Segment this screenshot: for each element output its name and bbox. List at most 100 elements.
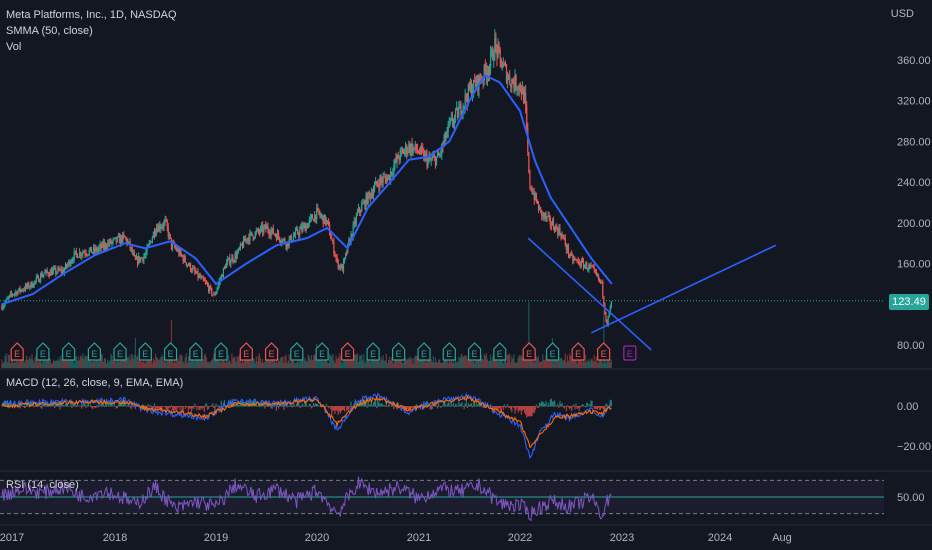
candle-body [56, 272, 58, 274]
volume-bar [538, 362, 541, 368]
volume-bar [51, 362, 54, 368]
candle-body [275, 235, 278, 240]
earnings-marker: E [189, 342, 203, 361]
macd-histogram-bar [332, 406, 334, 411]
macd-histogram-bar [114, 405, 116, 407]
earnings-label: E [117, 349, 123, 359]
macd-histogram-bar [407, 406, 409, 409]
candle-body [582, 261, 585, 268]
volume-bar [471, 361, 474, 368]
volume-bar [235, 361, 237, 368]
macd-histogram-bar [107, 405, 109, 407]
macd-histogram-bar [97, 406, 99, 408]
macd-histogram-bar [90, 406, 93, 408]
macd-histogram-bar [307, 405, 309, 407]
macd-histogram-bar [327, 406, 330, 409]
candle-body [197, 271, 199, 278]
volume-bar [38, 360, 41, 368]
rsi-legend[interactable]: RSI (14, close) [6, 479, 79, 491]
candle-body [331, 238, 333, 241]
macd-histogram-bar [401, 406, 404, 409]
volume-bar [219, 355, 221, 368]
symbol-legend[interactable]: Meta Platforms, Inc., 1D, NASDAQ [6, 9, 177, 21]
trend-line [527, 237, 652, 351]
volume-bar [294, 363, 297, 368]
macd-histogram-bar [314, 404, 316, 407]
volume-bar [234, 356, 236, 368]
volume-bar [198, 357, 200, 368]
macd-histogram-bar [280, 401, 282, 407]
candle-body [339, 265, 341, 269]
earnings-marker: E [163, 342, 178, 361]
macd-histogram-bar [444, 402, 446, 407]
volume-bar [342, 355, 345, 368]
volume-bar [68, 358, 70, 368]
volume-bar [338, 353, 340, 368]
macd-histogram-bar [572, 405, 574, 407]
volume-bar [537, 355, 540, 368]
macd-histogram-bar [30, 401, 32, 407]
volume-bar [112, 359, 114, 368]
candle-body [57, 268, 59, 273]
macd-histogram-bar [326, 406, 329, 407]
macd-histogram-bar [162, 406, 164, 407]
volume-bar [228, 355, 230, 368]
macd-histogram-bar [57, 401, 59, 407]
trend-line [591, 244, 777, 334]
candle-body [535, 193, 537, 202]
candle-body [156, 228, 158, 233]
candle-body [38, 280, 41, 282]
macd-histogram-bar [573, 404, 575, 407]
volume-bar [200, 356, 202, 368]
candle-body [338, 265, 340, 268]
candle-body [537, 202, 540, 211]
volume-bar [335, 355, 337, 368]
macd-histogram-bar [451, 405, 454, 407]
candle-body [282, 239, 284, 243]
macd-legend[interactable]: MACD (12, 26, close, 9, EMA, EMA) [6, 377, 184, 389]
volume-bar [139, 360, 141, 368]
candle-body [326, 220, 329, 222]
candle-body [361, 204, 363, 212]
macd-histogram-bar [518, 406, 520, 411]
macd-histogram-bar [183, 405, 185, 407]
volume-bar [327, 363, 330, 368]
candle-body [362, 203, 364, 205]
volume-bar [165, 362, 167, 368]
candle-body [195, 271, 197, 274]
candle-body [607, 316, 609, 325]
macd-histogram-bar [532, 406, 534, 413]
candle-body [511, 79, 513, 88]
macd-histogram-bar [298, 403, 300, 407]
macd-histogram-bar [95, 406, 97, 409]
volume-bar [126, 357, 128, 368]
macd-histogram-bar [580, 405, 582, 407]
volume-bar [526, 357, 528, 368]
volume-bar [360, 355, 362, 368]
earnings-icon [315, 342, 329, 361]
macd-histogram-bar [355, 401, 357, 407]
macd-histogram-bar [406, 406, 408, 410]
earnings-marker: E [62, 342, 76, 361]
candle-body [144, 255, 146, 257]
candle-body [466, 98, 468, 103]
volume-bar [213, 353, 215, 368]
macd-histogram-bar [318, 405, 320, 407]
smma-legend[interactable]: SMMA (50, close) [6, 25, 93, 37]
candle-body [221, 275, 223, 278]
volume-legend[interactable]: Vol [6, 41, 22, 53]
candle-body [249, 232, 251, 242]
candle-body [85, 253, 87, 255]
volume-bar [169, 355, 171, 368]
volume-bar [592, 361, 594, 368]
macd-histogram-bar [184, 406, 186, 410]
macd-histogram-bar [188, 406, 191, 409]
macd-histogram-bar [206, 406, 209, 410]
candle-body [410, 144, 412, 153]
macd-histogram-bar [266, 404, 268, 407]
macd-histogram-bar [476, 403, 478, 407]
volume-bar [504, 355, 507, 368]
candle-body [72, 260, 74, 262]
volume-bar [24, 360, 27, 368]
candle-body [274, 234, 276, 236]
